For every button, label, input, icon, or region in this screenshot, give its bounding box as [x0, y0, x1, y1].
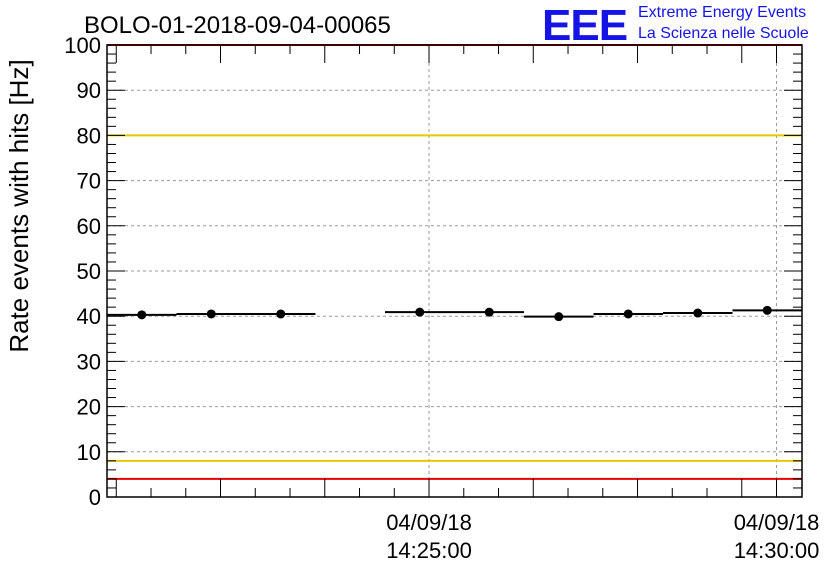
data-point [206, 309, 216, 319]
data-point [554, 312, 564, 322]
y-tick-label: 0 [89, 485, 101, 510]
logo-mark: EEE [542, 1, 627, 50]
x-tick-label-time: 14:25:00 [386, 538, 472, 563]
y-tick-label: 80 [77, 123, 101, 148]
data-series [107, 305, 802, 322]
x-tick-label-date: 04/09/18 [734, 510, 820, 535]
x-tick-label-date: 04/09/18 [386, 510, 472, 535]
y-tick-label: 90 [77, 78, 101, 103]
data-point [623, 309, 633, 319]
y-tick-label: 40 [77, 304, 101, 329]
axes: 0 10 20 30 40 50 60 70 80 90 100 04/09/18 14:25:00 04… [64, 33, 819, 563]
y-tick-label: 70 [77, 169, 101, 194]
data-point [276, 309, 286, 319]
data-point [137, 310, 147, 320]
logo-line-2: La Scienza nelle Scuole [638, 25, 809, 42]
chart-title: BOLO-01-2018-09-04-00065 [84, 12, 391, 39]
y-tick-label: 20 [77, 395, 101, 420]
logo-line-1: Extreme Energy Events [638, 4, 806, 21]
y-tick-label: 100 [64, 33, 101, 58]
y-tick-label: 10 [77, 440, 101, 465]
threshold-lines [107, 44, 802, 480]
y-tick-label: 60 [77, 214, 101, 239]
y-tick-label: 30 [77, 349, 101, 374]
data-point [415, 307, 425, 317]
x-tick-label-time: 14:30:00 [734, 538, 820, 563]
y-tick-label: 50 [77, 259, 101, 284]
data-point [762, 305, 772, 315]
grid [107, 45, 802, 497]
data-point [484, 307, 494, 317]
y-axis-label: Rate events with hits [Hz] [4, 59, 34, 352]
data-point [693, 308, 703, 318]
eee-logo: EEE Extreme Energy Events La Scienza nel… [542, 1, 809, 50]
